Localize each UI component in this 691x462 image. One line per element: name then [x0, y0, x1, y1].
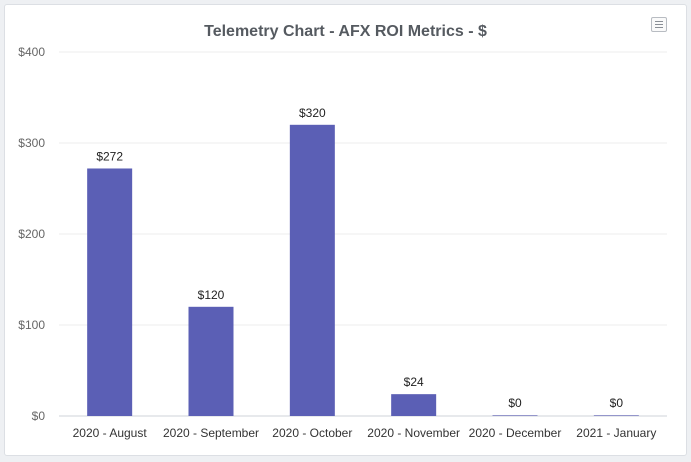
data-label: $0 [508, 396, 522, 410]
x-tick-label: 2020 - September [163, 426, 259, 440]
bar[interactable] [492, 415, 538, 416]
data-label: $272 [96, 149, 123, 163]
data-label: $320 [299, 106, 326, 120]
y-tick-label: $400 [18, 45, 45, 59]
bar[interactable] [593, 415, 639, 416]
x-tick-label: 2020 - November [367, 426, 460, 440]
bar[interactable] [391, 394, 437, 416]
y-tick-label: $100 [18, 318, 45, 332]
y-tick-label: $300 [18, 136, 45, 150]
bar[interactable] [188, 306, 234, 416]
y-tick-label: $200 [18, 227, 45, 241]
x-tick-label: 2020 - December [469, 426, 562, 440]
chart-title: Telemetry Chart - AFX ROI Metrics - $ [204, 23, 487, 40]
bar[interactable] [289, 124, 335, 417]
data-label: $24 [404, 375, 424, 389]
x-tick-label: 2020 - August [73, 426, 148, 440]
x-tick-label: 2021 - January [576, 426, 656, 440]
data-label: $120 [198, 288, 225, 302]
x-tick-label: 2020 - October [272, 426, 352, 440]
hamburger-menu-icon[interactable] [651, 17, 667, 32]
bar[interactable] [87, 168, 133, 416]
data-label: $0 [610, 396, 624, 410]
y-tick-label: $0 [32, 409, 46, 423]
